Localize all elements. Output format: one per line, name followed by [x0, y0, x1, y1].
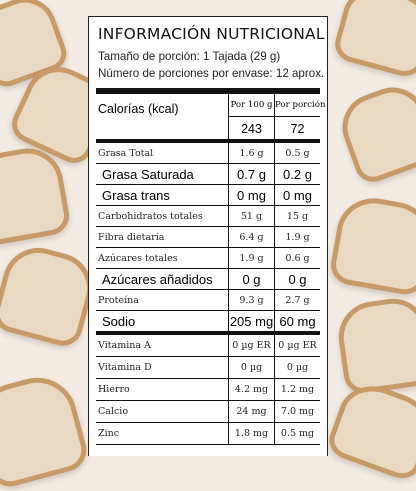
- servings-per-container: Número de porciones por envase: 12 aprox…: [98, 67, 325, 80]
- divider-thick: [96, 88, 320, 94]
- divider-medium: [96, 332, 320, 335]
- nutrient-row: Carbohidratos totales 51 g 15 g: [96, 206, 320, 227]
- calories-label: Calorías (kcal): [98, 102, 179, 116]
- panel-title: INFORMACIÓN NUTRICIONAL: [98, 25, 325, 43]
- nutrient-label: Carbohidratos totales: [98, 210, 203, 222]
- perserving-value: 7.0 mg: [274, 401, 320, 422]
- serving-size: Tamaño de porción: 1 Tajada (29 g): [98, 50, 281, 63]
- per100-value: 1.6 g: [228, 143, 274, 163]
- per100-value: 205 mg: [228, 311, 274, 331]
- per100-value: 9.3 g: [228, 290, 274, 310]
- nutrient-row: Grasa trans 0 mg 0 mg: [96, 185, 320, 206]
- perserving-value: 15 g: [274, 206, 320, 226]
- perserving-value: 1.9 g: [274, 227, 320, 247]
- per100-value: 1.8 mg: [228, 423, 274, 444]
- nutrient-label: Calcio: [98, 406, 129, 417]
- perserving-value: 2.7 g: [274, 290, 320, 310]
- calories-per100-value: 243: [241, 122, 262, 136]
- calories-row: Calorías (kcal) Por 100 g 243 Por porció…: [96, 94, 326, 140]
- per100-value: 0.7 g: [228, 164, 274, 184]
- perserving-value: 0 µg ER: [274, 335, 320, 356]
- perserving-value: 0.5 mg: [274, 423, 320, 444]
- perserving-value: 0 µg: [274, 357, 320, 378]
- nutrient-row: Azúcares totales 1.9 g 0.6 g: [96, 248, 320, 269]
- per100-value: 4.2 mg: [228, 379, 274, 400]
- per100-value: 0 µg ER: [228, 335, 274, 356]
- per100-value: 24 mg: [228, 401, 274, 422]
- nutrient-label: Sodio: [102, 313, 136, 329]
- nutrients-list: Grasa Total 1.6 g 0.5 g Grasa Saturada 0.7 g…: [96, 143, 320, 332]
- nutrient-row: Vitamina A 0 µg ER 0 µg ER: [96, 335, 320, 357]
- col-perserving-header: Por porción: [275, 94, 326, 117]
- perserving-value: 0.5 g: [274, 143, 320, 163]
- nutrient-label: Azúcares añadidos: [102, 271, 213, 287]
- divider-medium: [96, 140, 320, 143]
- nutrient-label: Azúcares totales: [98, 252, 178, 264]
- perserving-value: 0.6 g: [274, 248, 320, 268]
- perserving-value: 1.2 mg: [274, 379, 320, 400]
- per100-value: 1.9 g: [228, 248, 274, 268]
- nutrient-row: Vitamina D 0 µg 0 µg: [96, 357, 320, 379]
- nutrient-row: Hierro 4.2 mg 1.2 mg: [96, 379, 320, 401]
- per100-value: 0 µg: [228, 357, 274, 378]
- per100-value: 0 mg: [228, 185, 274, 205]
- nutrient-label: Zinc: [98, 428, 120, 439]
- nutrient-row: Grasa Saturada 0.7 g 0.2 g: [96, 164, 320, 185]
- perserving-value: 0 g: [274, 269, 320, 289]
- nutrient-label: Fibra dietaria: [98, 231, 165, 243]
- nutrient-label: Hierro: [98, 384, 130, 395]
- col-per100-header: Por 100 g: [229, 94, 274, 117]
- nutrient-label: Grasa Saturada: [102, 166, 194, 182]
- nutrient-label: Grasa trans: [102, 187, 170, 203]
- nutrient-row: Zinc 1.8 mg 0.5 mg: [96, 423, 320, 445]
- calories-perserving-value: 72: [290, 122, 305, 136]
- nutrient-label: Vitamina D: [98, 362, 152, 373]
- nutrient-row: Fibra dietaria 6.4 g 1.9 g: [96, 227, 320, 248]
- per100-value: 0 g: [228, 269, 274, 289]
- nutrient-row: Calcio 24 mg 7.0 mg: [96, 401, 320, 423]
- nutrient-row: Proteína 9.3 g 2.7 g: [96, 290, 320, 311]
- nutrient-label: Vitamina A: [98, 340, 151, 351]
- per100-value: 6.4 g: [228, 227, 274, 247]
- perserving-value: 60 mg: [274, 311, 320, 331]
- perserving-value: 0.2 g: [274, 164, 320, 184]
- perserving-value: 0 mg: [274, 185, 320, 205]
- nutrition-facts-panel: INFORMACIÓN NUTRICIONAL Tamaño de porció…: [88, 16, 328, 456]
- per100-value: 51 g: [228, 206, 274, 226]
- nutrient-row: Sodio 205 mg 60 mg: [96, 311, 320, 332]
- micronutrients-list: Vitamina A 0 µg ER 0 µg ER Vitamina D 0 µg 0 …: [96, 335, 320, 445]
- nutrient-row: Grasa Total 1.6 g 0.5 g: [96, 143, 320, 164]
- nutrient-label: Grasa Total: [98, 147, 154, 159]
- nutrient-label: Proteína: [98, 294, 139, 306]
